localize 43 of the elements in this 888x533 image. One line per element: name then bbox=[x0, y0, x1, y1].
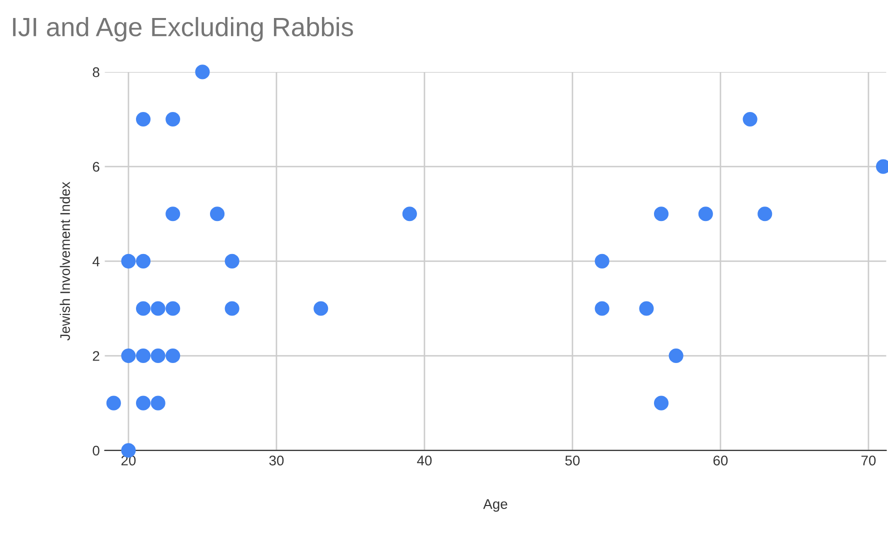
x-tick-label: 40 bbox=[417, 456, 432, 466]
point bbox=[224, 301, 240, 316]
x-tick-label: 60 bbox=[713, 456, 728, 466]
point bbox=[121, 348, 136, 364]
point bbox=[150, 301, 166, 316]
y-axis-title: Jewish Involvement Index bbox=[60, 182, 70, 340]
y-tick-label: 4 bbox=[92, 256, 100, 266]
y-tick-label: 2 bbox=[92, 351, 100, 361]
point bbox=[639, 301, 654, 316]
point bbox=[210, 206, 225, 222]
point bbox=[594, 254, 610, 268]
x-axis-title: Age bbox=[483, 499, 508, 512]
point bbox=[654, 396, 669, 410]
point bbox=[314, 301, 328, 316]
point bbox=[136, 112, 151, 127]
point bbox=[106, 396, 121, 410]
point bbox=[654, 206, 669, 222]
point bbox=[136, 348, 151, 364]
y-tick-label: 6 bbox=[92, 162, 100, 172]
point bbox=[166, 301, 180, 316]
point bbox=[195, 64, 210, 80]
y-tick-label: 0 bbox=[92, 446, 100, 456]
point bbox=[166, 348, 180, 364]
point bbox=[150, 396, 166, 410]
point bbox=[224, 254, 240, 268]
y-tick-label: 8 bbox=[92, 67, 100, 78]
point bbox=[402, 206, 417, 222]
point bbox=[136, 301, 151, 316]
point bbox=[166, 112, 180, 127]
x-tick-label: 70 bbox=[861, 456, 876, 466]
point bbox=[121, 254, 136, 268]
x-tick-label: 30 bbox=[269, 456, 284, 466]
point bbox=[136, 254, 151, 268]
point bbox=[166, 206, 180, 222]
point bbox=[594, 301, 610, 316]
point bbox=[150, 348, 166, 364]
point bbox=[136, 396, 151, 410]
point bbox=[758, 206, 772, 222]
point bbox=[742, 112, 758, 127]
x-tick-label: 50 bbox=[565, 456, 580, 466]
point bbox=[668, 348, 684, 364]
chart-title: IJI and Age Excluding Rabbis bbox=[13, 17, 353, 42]
point bbox=[698, 206, 713, 222]
